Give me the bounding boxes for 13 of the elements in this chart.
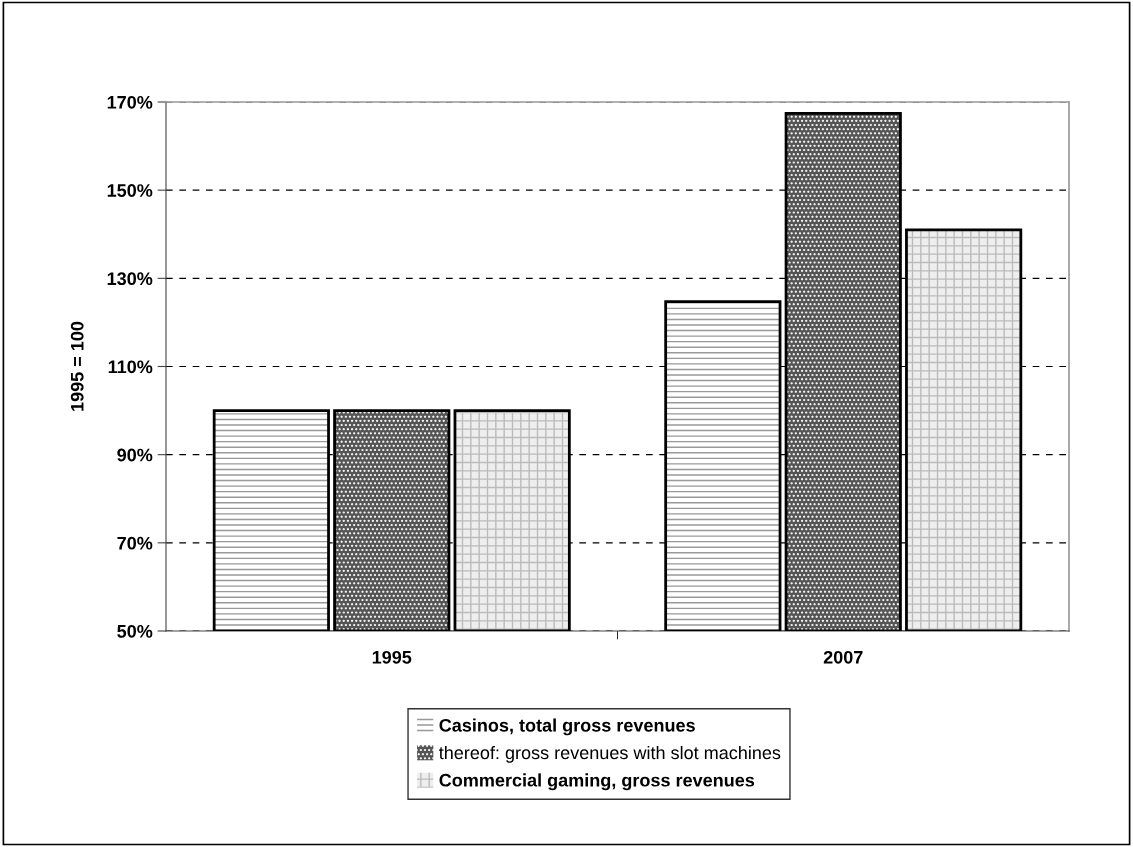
y-tick-label: 50% — [117, 624, 153, 638]
y-tick-label: 110% — [108, 360, 153, 374]
y-tick-label: 150% — [107, 184, 153, 197]
y-tick-label: 130% — [107, 272, 153, 286]
x-tick-label: 2007 — [823, 650, 863, 664]
y-tick-label: 170% — [107, 95, 153, 109]
y-tick-label: 70% — [117, 536, 153, 550]
legend-label: thereof: gross revenues with slot machines — [439, 745, 781, 763]
y-axis-title: 1995 = 100 — [70, 321, 84, 411]
legend-label: Commercial gaming, gross revenues — [439, 773, 755, 791]
legend-label: Casinos, total gross revenues — [439, 718, 695, 736]
y-tick-label: 90% — [117, 448, 153, 462]
x-tick-label: 1995 — [372, 650, 412, 664]
